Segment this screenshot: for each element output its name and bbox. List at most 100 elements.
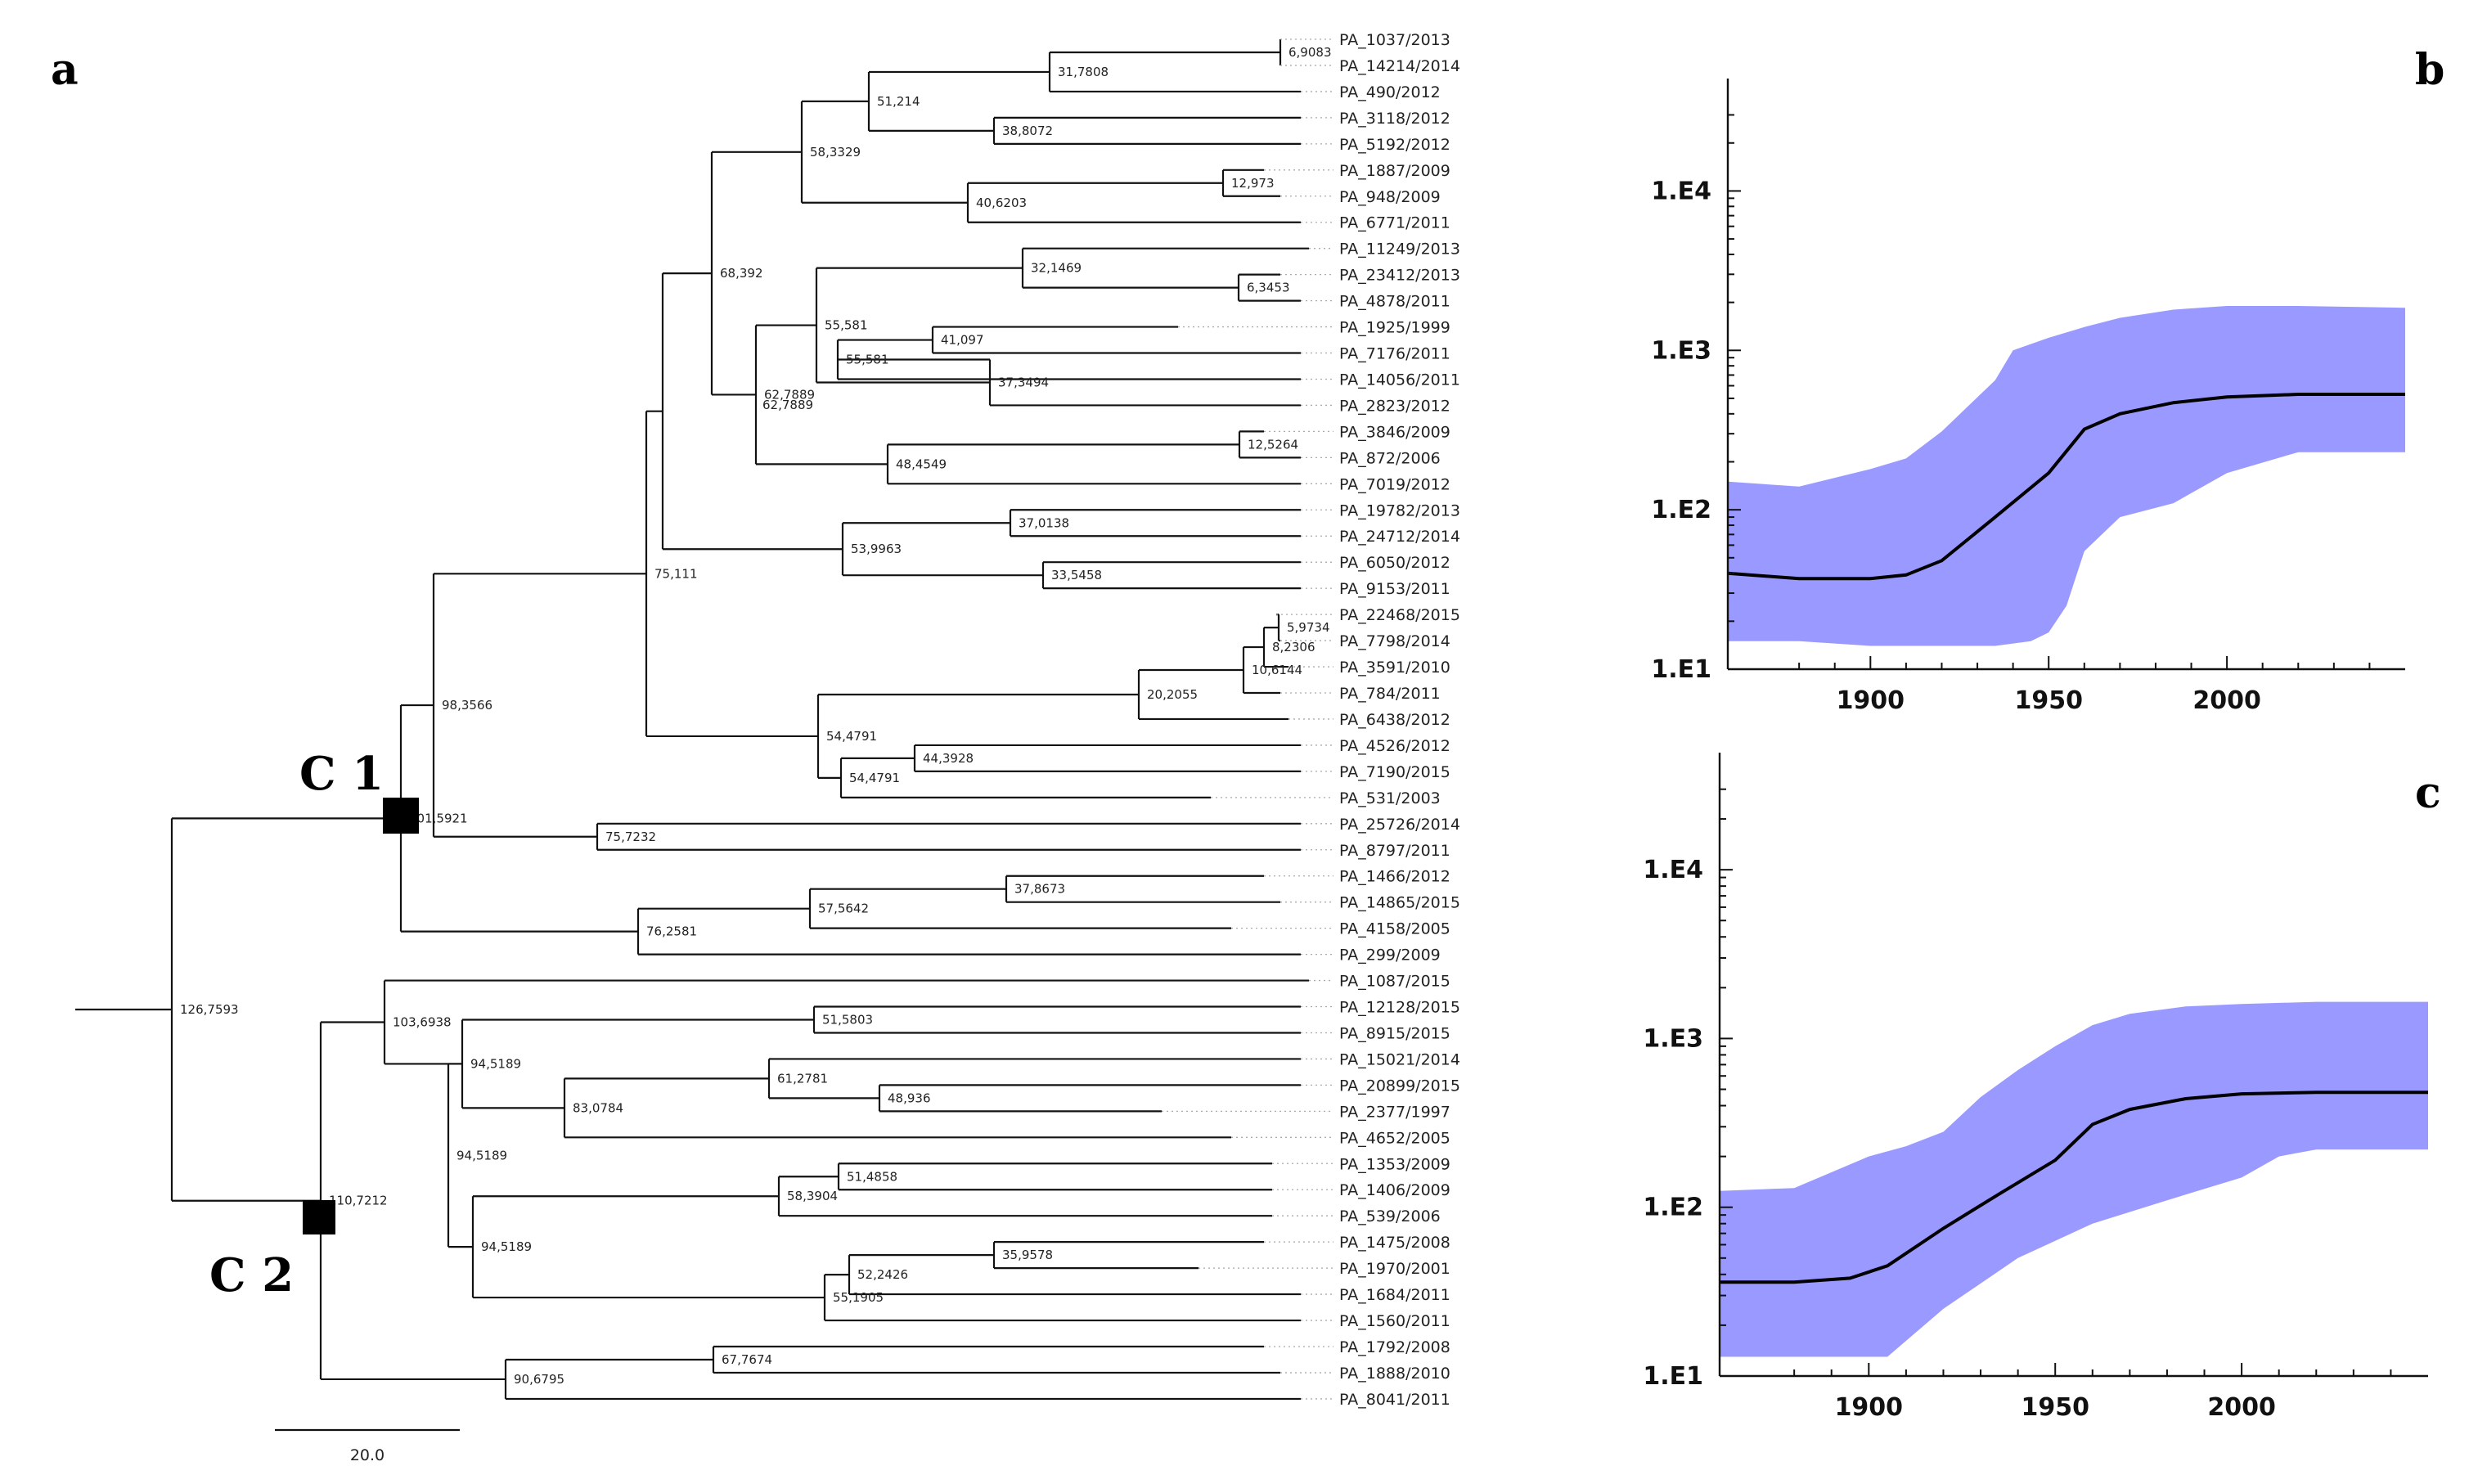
- tip-label: PA_1087/2015: [1339, 973, 1450, 991]
- node-support-label: 52,2426: [857, 1267, 908, 1282]
- y-tick-label: 1.E4: [1651, 177, 1711, 205]
- node-support-label: 38,8072: [1002, 124, 1053, 138]
- node-support-label: 54,4791: [849, 771, 900, 785]
- node-support-label: 126,7593: [180, 1002, 239, 1017]
- node-support-label: 48,4549: [896, 456, 947, 471]
- node-support-label: 32,1469: [1031, 261, 1082, 276]
- node-support-label: 62,7889: [762, 398, 813, 412]
- clade-1-label: C 1: [299, 747, 384, 801]
- tip-label: PA_4526/2012: [1339, 737, 1450, 755]
- tip-label: PA_1684/2011: [1339, 1286, 1450, 1304]
- node-support-label: 37,3494: [998, 375, 1049, 389]
- tip-label: PA_872/2006: [1339, 449, 1441, 467]
- tree-tip-labels: PA_1037/2013 PA_14214/2014 PA_490/2012 PA_3…: [1162, 31, 1460, 1409]
- tip-label: PA_539/2006: [1339, 1207, 1441, 1225]
- tip-label: PA_25726/2014: [1339, 816, 1460, 834]
- chart-b-axes: 1.E1 1.E2 1.E3 1.E4 1900 1950 2000: [1651, 79, 2405, 715]
- node-support-label: 55,1905: [833, 1290, 884, 1305]
- node-support-label: 110,7212: [329, 1194, 388, 1208]
- node-support-label: 51,214: [877, 94, 920, 109]
- tip-label: PA_4878/2011: [1339, 293, 1450, 311]
- tip-label: PA_2823/2012: [1339, 397, 1450, 415]
- panel-b-letter: b: [2415, 45, 2444, 95]
- tip-label: PA_19782/2013: [1339, 501, 1460, 519]
- tip-label: PA_22468/2015: [1339, 606, 1460, 624]
- node-support-label: 40,6203: [976, 196, 1027, 210]
- node-support-label: 44,3928: [923, 751, 974, 766]
- node-support-label: 10,6144: [1252, 663, 1302, 677]
- tip-label: PA_1888/2010: [1339, 1365, 1450, 1383]
- tree-branches: [75, 39, 1309, 1401]
- node-support-label: 101,5921: [409, 811, 468, 825]
- tip-label: PA_6438/2012: [1339, 711, 1450, 729]
- chart-c-axes: 1.E1 1.E2 1.E3 1.E4 1900 1950 2000: [1643, 753, 2428, 1422]
- tip-label: PA_784/2011: [1339, 685, 1441, 703]
- tree-node-labels: 6,9083 31,7808 38,8072 51,214 12,973 40,6203 5…: [180, 45, 1332, 1387]
- tip-label: PA_299/2009: [1339, 947, 1441, 965]
- tip-label: PA_15021/2014: [1339, 1050, 1460, 1068]
- tip-label: PA_7190/2015: [1339, 763, 1450, 781]
- tip-label: PA_1475/2008: [1339, 1234, 1450, 1252]
- tip-label: PA_3118/2012: [1339, 110, 1450, 128]
- node-support-label: 33,5458: [1051, 568, 1102, 582]
- node-support-label: 37,0138: [1019, 515, 1069, 530]
- node-support-label: 53,9963: [851, 542, 902, 556]
- skyline-plot-c: 1.E1 1.E2 1.E3 1.E4 1900 1950 2000: [1643, 753, 2428, 1422]
- tip-label: PA_7176/2011: [1339, 345, 1450, 363]
- tip-label: PA_1466/2012: [1339, 868, 1450, 886]
- node-support-label: 58,3329: [810, 145, 861, 160]
- node-support-label: 55,581: [846, 353, 889, 367]
- tip-label: PA_7019/2012: [1339, 475, 1450, 493]
- tip-label: PA_3591/2010: [1339, 659, 1450, 677]
- node-support-label: 54,4791: [826, 729, 877, 744]
- tip-label: PA_1037/2013: [1339, 31, 1450, 49]
- node-support-label: 57,5642: [818, 902, 869, 916]
- tip-label: PA_8041/2011: [1339, 1391, 1450, 1409]
- tip-label: PA_948/2009: [1339, 188, 1441, 206]
- tip-label: PA_4158/2005: [1339, 920, 1450, 938]
- y-tick-label: 1.E2: [1643, 1194, 1703, 1222]
- tip-label: PA_14865/2015: [1339, 894, 1460, 912]
- tip-label: PA_8797/2011: [1339, 842, 1450, 860]
- node-support-label: 37,8673: [1014, 882, 1065, 897]
- tip-label: PA_7798/2014: [1339, 632, 1450, 650]
- skyline-plot-b: 1.E1 1.E2 1.E3 1.E4 1900 1950 2000: [1651, 79, 2405, 715]
- node-support-label: 68,392: [720, 266, 763, 281]
- node-support-label: 6,3453: [1247, 281, 1290, 295]
- tip-label: PA_8915/2015: [1339, 1024, 1450, 1042]
- tip-label: PA_1970/2001: [1339, 1260, 1450, 1278]
- tip-label: PA_2377/1997: [1339, 1103, 1450, 1121]
- node-support-label: 62,7889: [764, 387, 815, 402]
- tip-label: PA_1353/2009: [1339, 1155, 1450, 1173]
- tip-label: PA_6771/2011: [1339, 214, 1450, 232]
- median-line: [1720, 1091, 2428, 1284]
- tip-label: PA_14056/2011: [1339, 371, 1460, 389]
- tip-label: PA_3846/2009: [1339, 423, 1450, 441]
- node-support-label: 61,2781: [777, 1071, 828, 1086]
- clade-1-node-marker: [383, 798, 419, 834]
- tip-label: PA_1887/2009: [1339, 162, 1450, 180]
- chart-b-line-layer: [1727, 393, 2405, 581]
- tip-label: PA_24712/2014: [1339, 528, 1460, 546]
- scale-bar-label: 20.0: [350, 1446, 385, 1464]
- tip-label: PA_6050/2012: [1339, 554, 1450, 572]
- y-tick-label: 1.E1: [1643, 1362, 1703, 1391]
- node-support-label: 5,9734: [1287, 620, 1330, 635]
- node-support-label: 76,2581: [646, 924, 697, 939]
- y-tick-label: 1.E3: [1651, 336, 1711, 365]
- tip-label: PA_1925/1999: [1339, 319, 1450, 337]
- x-tick-label: 2000: [2192, 686, 2261, 715]
- chart-c-line-layer: [1720, 1091, 2428, 1284]
- y-tick-label: 1.E3: [1643, 1024, 1703, 1053]
- node-support-label: 90,6795: [514, 1372, 564, 1387]
- node-support-label: 51,4858: [847, 1169, 897, 1184]
- chart-b-band-layer: [1728, 306, 2405, 646]
- x-tick-label: 2000: [2207, 1393, 2276, 1422]
- node-support-label: 12,973: [1231, 176, 1275, 191]
- node-support-label: 67,7674: [722, 1352, 772, 1367]
- node-support-label: 103,6938: [393, 1014, 452, 1029]
- hpd-interval-band: [1728, 306, 2405, 646]
- node-support-label: 12,5264: [1248, 437, 1298, 452]
- x-tick-label: 1950: [2014, 686, 2083, 715]
